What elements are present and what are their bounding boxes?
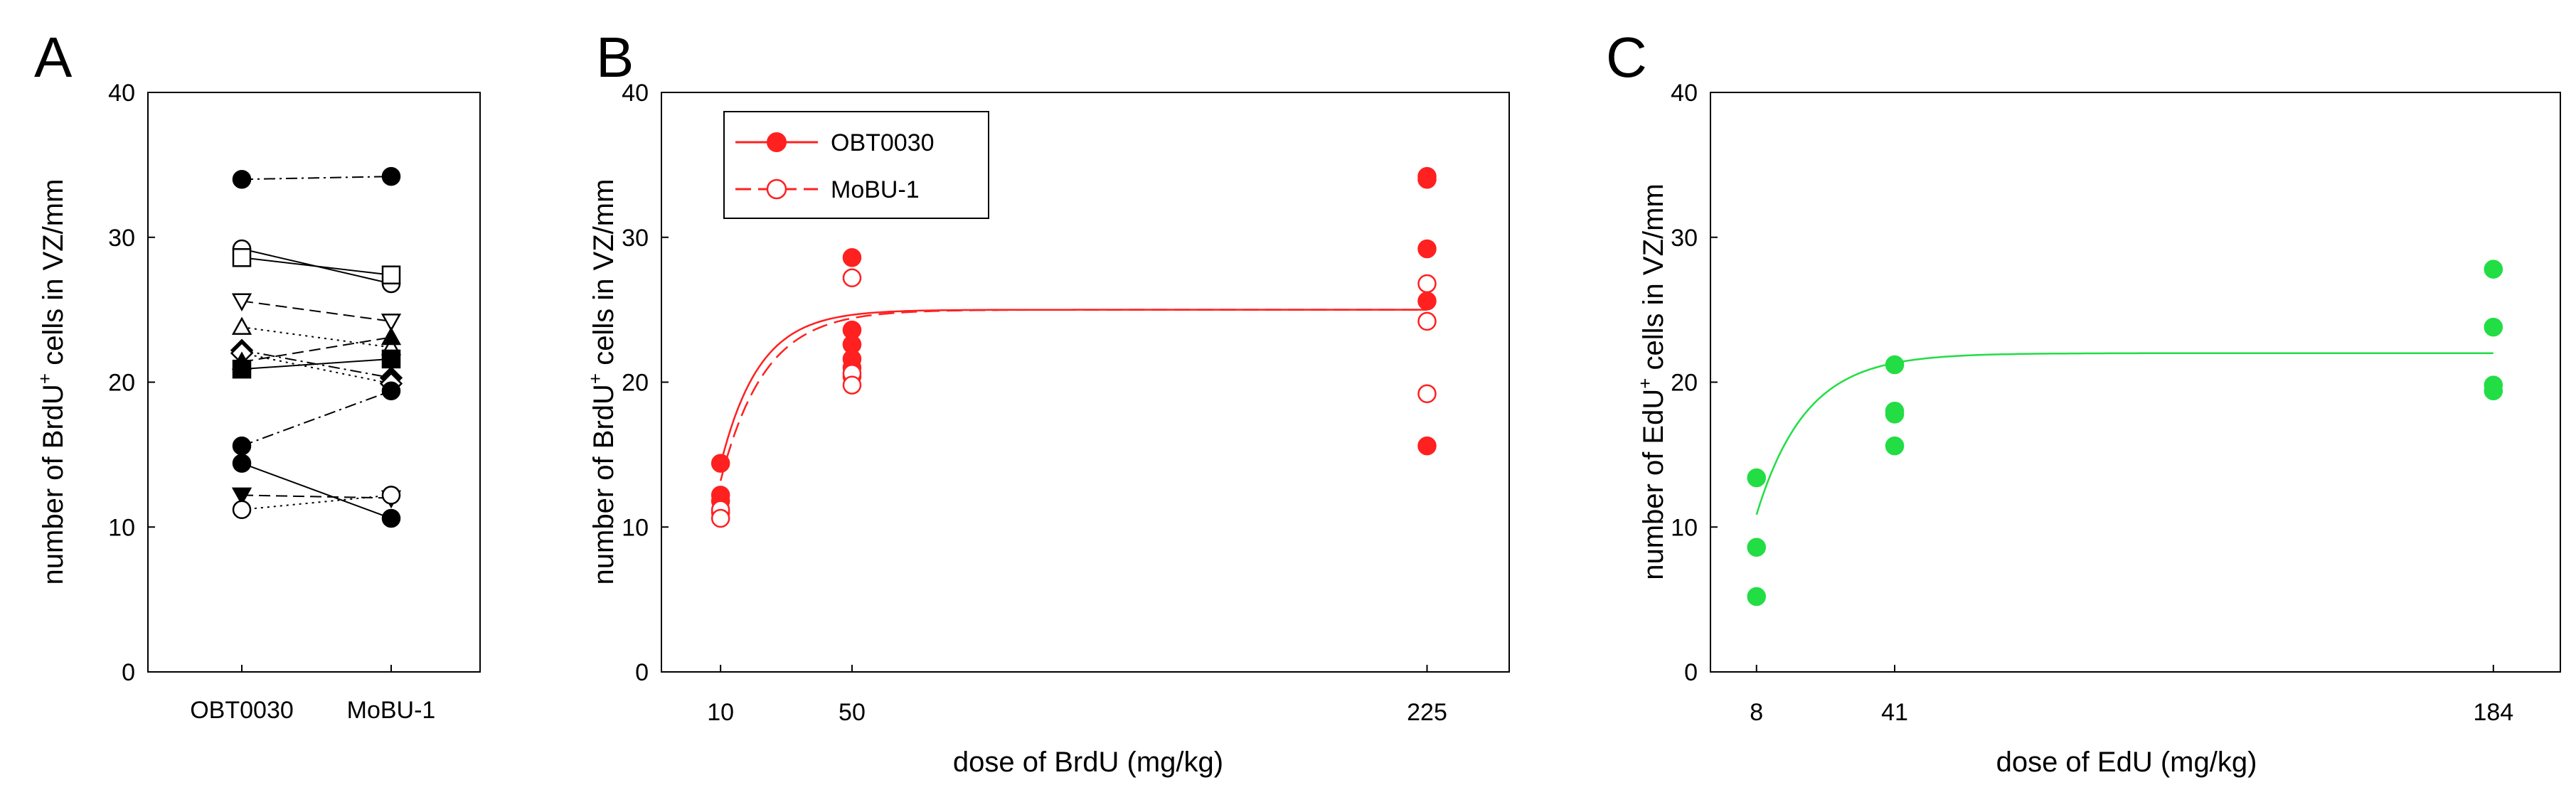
panel-c-x-tick-label: 184 <box>2473 699 2513 726</box>
panel-a-pair-line <box>241 494 392 499</box>
legend-label-obt0030: OBT0030 <box>831 129 935 156</box>
panel-b-data-point <box>842 375 862 395</box>
panel-c-y-tick-label: 10 <box>1671 514 1698 541</box>
panel-b-data-point <box>1417 239 1437 259</box>
panel-a-plot-frame <box>147 92 481 673</box>
panel-a-y-tick-label: 30 <box>108 225 135 252</box>
panel-c-data-point <box>1885 405 1905 424</box>
panel-a-pair-line <box>241 358 392 370</box>
panel-b-x-tick-label: 50 <box>839 699 866 726</box>
panel-a-point <box>232 500 252 520</box>
panel-c-x-tick-label: 41 <box>1881 699 1908 726</box>
panel-c-data-point <box>1747 538 1767 557</box>
panel-c-y-tick-label: 40 <box>1671 80 1698 107</box>
panel-c-data-point <box>1747 468 1767 488</box>
panel-b-x-tick-label: 225 <box>1407 699 1447 726</box>
panel-c-y-tick-label: 20 <box>1671 370 1698 397</box>
panel-a-pair-line <box>241 326 392 348</box>
panel-a-point <box>232 248 252 267</box>
legend-label-mobu1: MoBU-1 <box>831 176 920 203</box>
panel-b-legend: OBT0030 MoBU-1 <box>723 111 989 219</box>
panel-b-x-tick-label: 10 <box>707 699 734 726</box>
panel-letter-b: B <box>596 26 634 89</box>
panel-b-data-point <box>1417 170 1437 189</box>
panel-b-chart: 0 10 20 30 40 10 50 225 OBT0030 MoBU-1 number … <box>585 80 1510 778</box>
panel-b-x-axis-label: dose of BrdU (mg/kg) <box>953 747 1223 778</box>
panel-c-data-point <box>1885 355 1905 375</box>
panel-a-point <box>381 486 401 505</box>
panel-b-data-point <box>1417 274 1437 294</box>
panel-c-y-axis-label: number of EdU+ cells in VZ/mm <box>1634 183 1669 580</box>
panel-a-point <box>231 487 252 506</box>
panel-a-y-axis-label: number of BrdU+ cells in VZ/mm <box>34 179 69 585</box>
panel-b-y-tick-label: 20 <box>622 370 649 397</box>
panel-a-pair-line <box>241 176 392 181</box>
panel-c-fit-curve-0 <box>1755 352 2493 515</box>
panel-a-point <box>380 314 402 332</box>
panel-c-plot-frame <box>1710 92 2561 673</box>
legend-marker-obt0030 <box>767 132 787 152</box>
panel-b-data-point <box>1417 292 1437 311</box>
panel-b-y-axis-label: number of BrdU+ cells in VZ/mm <box>585 179 619 585</box>
panel-a-pair-line <box>241 257 392 276</box>
panel-c-data-point <box>1885 436 1905 456</box>
panel-a-pair-line <box>241 390 392 447</box>
panel-a-y-tick-label: 20 <box>108 370 135 397</box>
panel-c-x-axis-label: dose of EdU (mg/kg) <box>1996 747 2257 778</box>
panel-a-point <box>232 170 252 189</box>
panel-b-fit-curve-0 <box>719 309 1427 465</box>
panel-b-data-point <box>1417 311 1437 331</box>
panel-b-y-tick-label: 30 <box>622 225 649 252</box>
panel-a-y-tick-label: 0 <box>122 659 135 686</box>
panel-b-y-tick-label: 0 <box>635 659 649 686</box>
panel-c-x-tick-label: 8 <box>1750 699 1763 726</box>
panel-a-x-tick-label: MoBU-1 <box>347 697 436 724</box>
panel-c-data-point <box>2484 381 2503 400</box>
panel-a-x-tick-label: OBT0030 <box>190 697 294 724</box>
panel-b-y-tick-label: 10 <box>622 514 649 541</box>
panel-b-data-point <box>842 248 862 267</box>
panel-c-chart: 0 10 20 30 40 8 41 184 number of EdU+ cells in… <box>1634 80 2561 778</box>
panel-a-point <box>381 265 401 284</box>
panel-c-data-point <box>2484 317 2503 337</box>
panel-a-point <box>381 166 401 186</box>
legend-marker-mobu1 <box>766 178 787 200</box>
panel-b-data-point <box>1417 384 1437 404</box>
panel-a-point <box>232 454 252 473</box>
panel-a-point <box>232 436 252 456</box>
panel-a-pair-line <box>241 462 392 519</box>
panel-c-y-tick-label: 0 <box>1684 659 1698 686</box>
panel-c-y-tick-label: 30 <box>1671 225 1698 252</box>
panel-a-y-tick-label: 40 <box>108 80 135 107</box>
panel-b-data-point <box>710 454 730 473</box>
panel-c-data-point <box>2484 260 2503 279</box>
panel-b-data-point <box>710 508 730 528</box>
panel-letter-a: A <box>34 26 73 89</box>
panel-a-point <box>381 349 401 369</box>
panel-a-point <box>231 293 252 311</box>
panel-a-chart: 0 10 20 30 40 OBT0030 MoBU-1 number of BrdU+ … <box>34 80 481 724</box>
panel-a-pair-line <box>241 336 392 363</box>
panel-b-fit-curve-1 <box>719 309 1427 481</box>
panel-a-point <box>381 381 401 400</box>
panel-letter-c: C <box>1606 26 1647 89</box>
panel-b-data-point <box>842 268 862 288</box>
panel-c-data-point <box>1747 587 1767 606</box>
panel-b-data-point <box>1417 436 1437 456</box>
panel-a-y-tick-label: 10 <box>108 514 135 541</box>
panel-b-y-tick-label: 40 <box>622 80 649 107</box>
panel-b-legend-box <box>723 111 989 219</box>
panel-a-point <box>231 316 252 335</box>
panel-a-point <box>381 508 401 528</box>
panel-a-point <box>232 359 252 379</box>
panel-a-pair-line <box>241 300 392 322</box>
panel-a-point <box>380 326 402 346</box>
